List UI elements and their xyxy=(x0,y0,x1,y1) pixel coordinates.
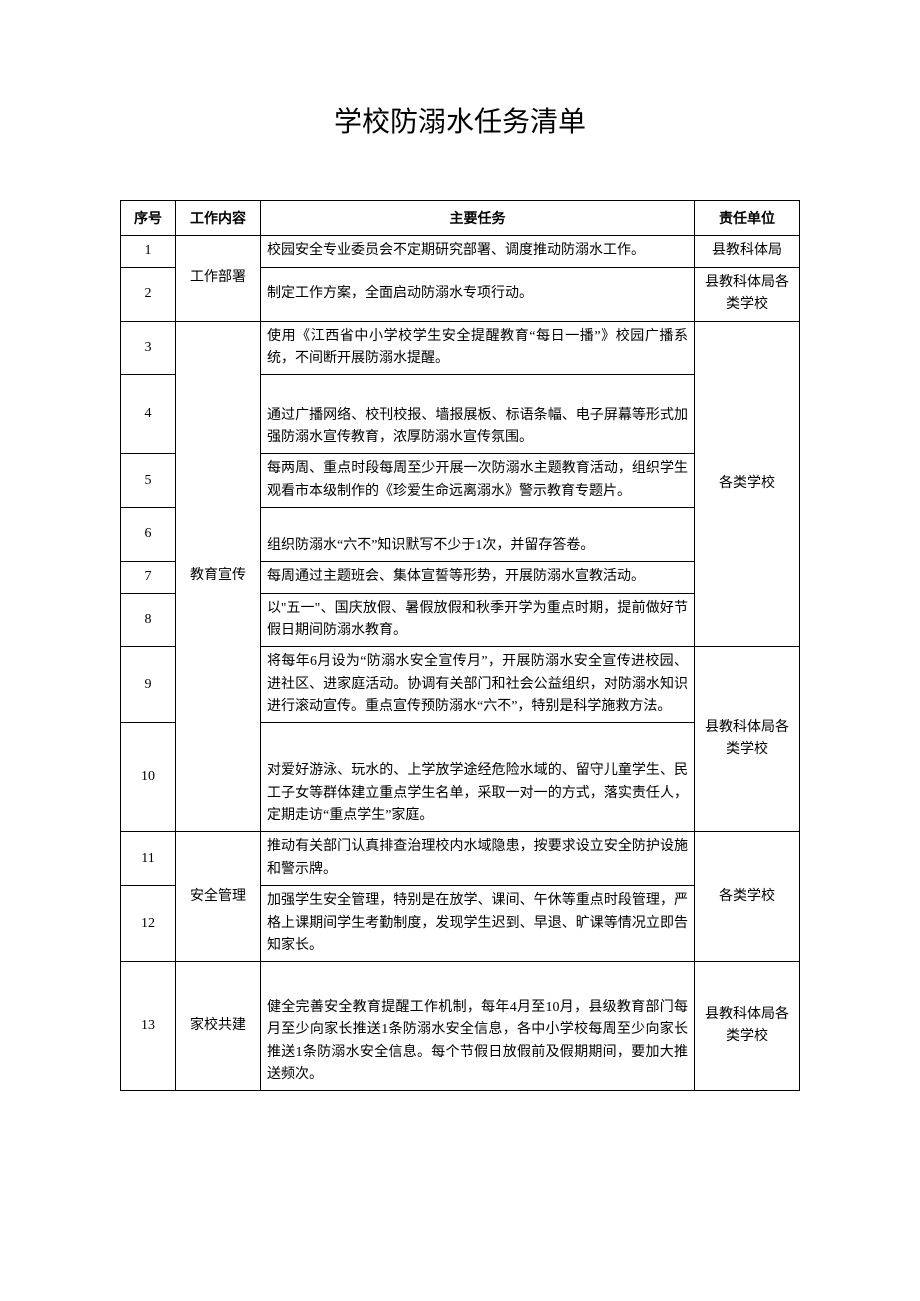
cell-num: 1 xyxy=(121,236,176,267)
cell-unit: 县教科体局各类学校 xyxy=(695,267,800,321)
cell-task: 校园安全专业委员会不定期研究部署、调度推动防溺水工作。 xyxy=(261,236,695,267)
cell-category: 安全管理 xyxy=(176,832,261,962)
cell-task: 推动有关部门认真排查治理校内水域隐患，按要求设立安全防护设施和警示牌。 xyxy=(261,832,695,886)
task-table: 序号 工作内容 主要任务 责任单位 1 工作部署 校园安全专业委员会不定期研究部… xyxy=(120,200,800,1091)
cell-num: 12 xyxy=(121,886,176,962)
page-title: 学校防溺水任务清单 xyxy=(120,100,800,140)
cell-task: 对爱好游泳、玩水的、上学放学途经危险水域的、留守儿童学生、民工子女等群体建立重点… xyxy=(261,723,695,832)
cell-num: 7 xyxy=(121,562,176,593)
cell-num: 6 xyxy=(121,508,176,562)
table-row: 13 家校共建 健全完善安全教育提醒工作机制，每年4月至10月，县级教育部门每月… xyxy=(121,962,800,1091)
cell-num: 11 xyxy=(121,832,176,886)
cell-unit: 县教科体局各类学校 xyxy=(695,647,800,832)
cell-num: 5 xyxy=(121,454,176,508)
cell-num: 3 xyxy=(121,321,176,375)
cell-num: 9 xyxy=(121,647,176,723)
cell-task: 健全完善安全教育提醒工作机制，每年4月至10月，县级教育部门每月至少向家长推送1… xyxy=(261,962,695,1091)
cell-task: 制定工作方案，全面启动防溺水专项行动。 xyxy=(261,267,695,321)
table-row: 11 安全管理 推动有关部门认真排查治理校内水域隐患，按要求设立安全防护设施和警… xyxy=(121,832,800,886)
header-category: 工作内容 xyxy=(176,201,261,236)
cell-task: 每两周、重点时段每周至少开展一次防溺水主题教育活动，组织学生观看市本级制作的《珍… xyxy=(261,454,695,508)
cell-category: 教育宣传 xyxy=(176,321,261,832)
cell-unit: 各类学校 xyxy=(695,321,800,647)
cell-task: 每周通过主题班会、集体宣誓等形势，开展防溺水宣教活动。 xyxy=(261,562,695,593)
table-header-row: 序号 工作内容 主要任务 责任单位 xyxy=(121,201,800,236)
cell-num: 4 xyxy=(121,375,176,454)
cell-num: 13 xyxy=(121,962,176,1091)
header-unit: 责任单位 xyxy=(695,201,800,236)
cell-task: 加强学生安全管理，特别是在放学、课间、午休等重点时段管理，严格上课期间学生考勤制… xyxy=(261,886,695,962)
cell-num: 2 xyxy=(121,267,176,321)
table-row: 3 教育宣传 使用《江西省中小学校学生安全提醒教育“每日一播”》校园广播系统，不… xyxy=(121,321,800,375)
cell-num: 8 xyxy=(121,593,176,647)
cell-task: 以''五一"、国庆放假、暑假放假和秋季开学为重点时期，提前做好节假日期间防溺水教… xyxy=(261,593,695,647)
document-page: 学校防溺水任务清单 序号 工作内容 主要任务 责任单位 1 工作部署 校园安全专… xyxy=(0,0,920,1151)
cell-unit: 各类学校 xyxy=(695,832,800,962)
cell-unit: 县教科体局各类学校 xyxy=(695,962,800,1091)
cell-task: 通过广播网络、校刊校报、墙报展板、标语条幅、电子屏幕等形式加强防溺水宣传教育，浓… xyxy=(261,375,695,454)
header-task: 主要任务 xyxy=(261,201,695,236)
cell-task: 组织防溺水“六不”知识默写不少于1次，并留存答卷。 xyxy=(261,508,695,562)
cell-category: 工作部署 xyxy=(176,236,261,321)
header-num: 序号 xyxy=(121,201,176,236)
cell-category: 家校共建 xyxy=(176,962,261,1091)
table-row: 1 工作部署 校园安全专业委员会不定期研究部署、调度推动防溺水工作。 县教科体局 xyxy=(121,236,800,267)
cell-unit: 县教科体局 xyxy=(695,236,800,267)
cell-num: 10 xyxy=(121,723,176,832)
cell-task: 使用《江西省中小学校学生安全提醒教育“每日一播”》校园广播系统，不间断开展防溺水… xyxy=(261,321,695,375)
cell-task: 将每年6月设为“防溺水安全宣传月”，开展防溺水安全宣传进校园、进社区、进家庭活动… xyxy=(261,647,695,723)
